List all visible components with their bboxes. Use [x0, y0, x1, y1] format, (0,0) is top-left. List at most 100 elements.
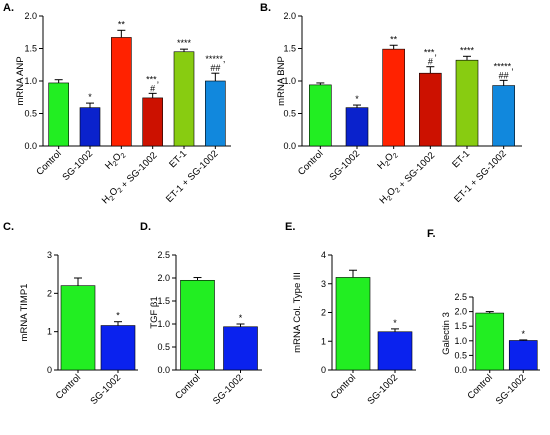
y-axis-label: mRNA BNP [276, 56, 287, 106]
significance-marker: *****, [494, 61, 514, 71]
y-tick-label: 0.0 [283, 141, 296, 151]
x-category-label: H2O2 [375, 148, 400, 173]
significance-marker: * [116, 311, 120, 321]
panel-letter: B. [260, 2, 271, 14]
x-category-label: SG-1002 [365, 372, 400, 407]
y-tick-label: 0.5 [24, 109, 37, 119]
x-category-label: Control [296, 148, 325, 177]
panel-letter: A. [3, 2, 14, 14]
x-category-label: ET-1 [167, 148, 189, 170]
significance-marker: * [355, 94, 359, 104]
bar [111, 37, 132, 147]
y-tick-label: 0.5 [454, 350, 467, 360]
x-category-label: ET-1 [450, 148, 472, 170]
bar [79, 107, 101, 147]
y-tick-label: 2.5 [157, 250, 170, 260]
y-tick-label: 0.5 [157, 342, 170, 352]
x-category-label: H2O2 + SG-1002 [100, 148, 160, 208]
x-category-label: SG-1002 [327, 148, 362, 183]
bar [475, 312, 505, 371]
y-tick-label: 1.0 [283, 76, 296, 86]
bar [223, 326, 258, 371]
x-category-label: SG-1002 [494, 372, 529, 407]
significance-marker: **** [460, 45, 475, 55]
bar [492, 85, 515, 147]
x-category-label: Control [465, 372, 494, 401]
x-category-label: Control [54, 372, 83, 401]
y-tick-label: 1.5 [454, 321, 467, 331]
bar [60, 285, 96, 371]
bar [455, 59, 479, 147]
y-tick-label: 0.0 [157, 365, 170, 375]
y-tick-label: 2.0 [454, 307, 467, 317]
x-category-label: SG-1002 [211, 372, 246, 407]
bar [382, 48, 405, 147]
y-tick-label: 1.5 [157, 296, 170, 306]
panel-letter: E. [285, 221, 295, 233]
y-tick-label: 2.0 [24, 11, 37, 21]
bar [173, 51, 195, 147]
bar [205, 80, 226, 147]
y-tick-label: 1.0 [454, 336, 467, 346]
panel-f: F. Galectin 30.0 0.5 1.0 1.5 2.0 2.5 Control * SG… [427, 228, 540, 407]
y-tick-label: 2 [321, 308, 326, 318]
significance-marker: ** [390, 34, 398, 44]
y-axis-label: mRNA Col. Type III [292, 272, 303, 353]
y-tick-label: 3 [47, 250, 52, 260]
bar [377, 331, 413, 371]
bar [48, 82, 69, 147]
bar [508, 340, 538, 371]
significance-marker: * [521, 329, 525, 339]
y-tick-label: 0.5 [283, 109, 296, 119]
x-category-label: H2O2 [103, 148, 128, 173]
panel-letter: C. [3, 221, 14, 233]
significance-marker: ## [499, 70, 509, 80]
significance-marker: * [88, 92, 92, 102]
x-category-label: Control [173, 372, 202, 401]
y-tick-label: 2.0 [283, 11, 296, 21]
significance-marker: # [428, 57, 433, 67]
bar [345, 107, 369, 147]
x-category-label: SG-1002 [88, 372, 123, 407]
y-tick-label: 1.0 [157, 319, 170, 329]
bar [142, 97, 163, 147]
y-tick-label: 0.0 [454, 365, 467, 375]
y-tick-label: 2 [47, 288, 52, 298]
y-tick-label: 1 [47, 327, 52, 337]
y-tick-label: 1.5 [283, 44, 296, 54]
y-tick-label: 0.0 [24, 141, 37, 151]
bar [180, 279, 215, 371]
panel-d: D. TGF β1 0.0 0.5 1.0 1.5 2.0 2.5 Control * SG-100… [140, 221, 262, 407]
y-tick-label: 2.0 [157, 273, 170, 283]
y-tick-label: 3 [321, 279, 326, 289]
y-tick-label: 0 [47, 365, 52, 375]
significance-marker: # [150, 83, 155, 93]
significance-marker: * [239, 313, 243, 323]
panel-letter: D. [140, 221, 151, 233]
x-category-label: Control [34, 148, 63, 177]
y-tick-label: 2.5 [454, 292, 467, 302]
panel-letter: F. [427, 228, 436, 240]
y-axis-label: TGF β1 [149, 296, 160, 328]
x-category-label: SG-1002 [60, 148, 95, 183]
bar [419, 72, 442, 147]
bar [100, 325, 136, 371]
significance-marker: ***, [146, 74, 159, 84]
y-axis-label: mRNA ANP [15, 56, 26, 105]
x-category-label: Control [329, 372, 358, 401]
bar [335, 277, 371, 371]
y-tick-label: 1.5 [24, 44, 37, 54]
y-tick-label: 4 [321, 250, 326, 260]
panel-c: C. mRNA TIMP1 0 1 2 3 Control * SG-1002 [3, 221, 138, 407]
y-axis-label: Galectin 3 [441, 312, 452, 355]
panel-e: E. mRNA Col. Type III 0 1 2 3 4 Control * SG-1002 [285, 221, 416, 407]
y-tick-label: 1 [321, 336, 326, 346]
significance-marker: ** [118, 19, 126, 29]
y-tick-label: 0 [321, 365, 326, 375]
panel-b: B. mRNA BNP 0.0 0.5 1.0 1.5 2.0 Control * SG-1002… [260, 2, 522, 206]
significance-marker: * [393, 318, 397, 328]
significance-marker: ## [210, 63, 220, 73]
panel-a: A. mRNA ANP 0.0 0.5 1.0 1.5 2.0 Control * SG-1002… [3, 2, 231, 208]
significance-marker: *****, [205, 54, 225, 64]
